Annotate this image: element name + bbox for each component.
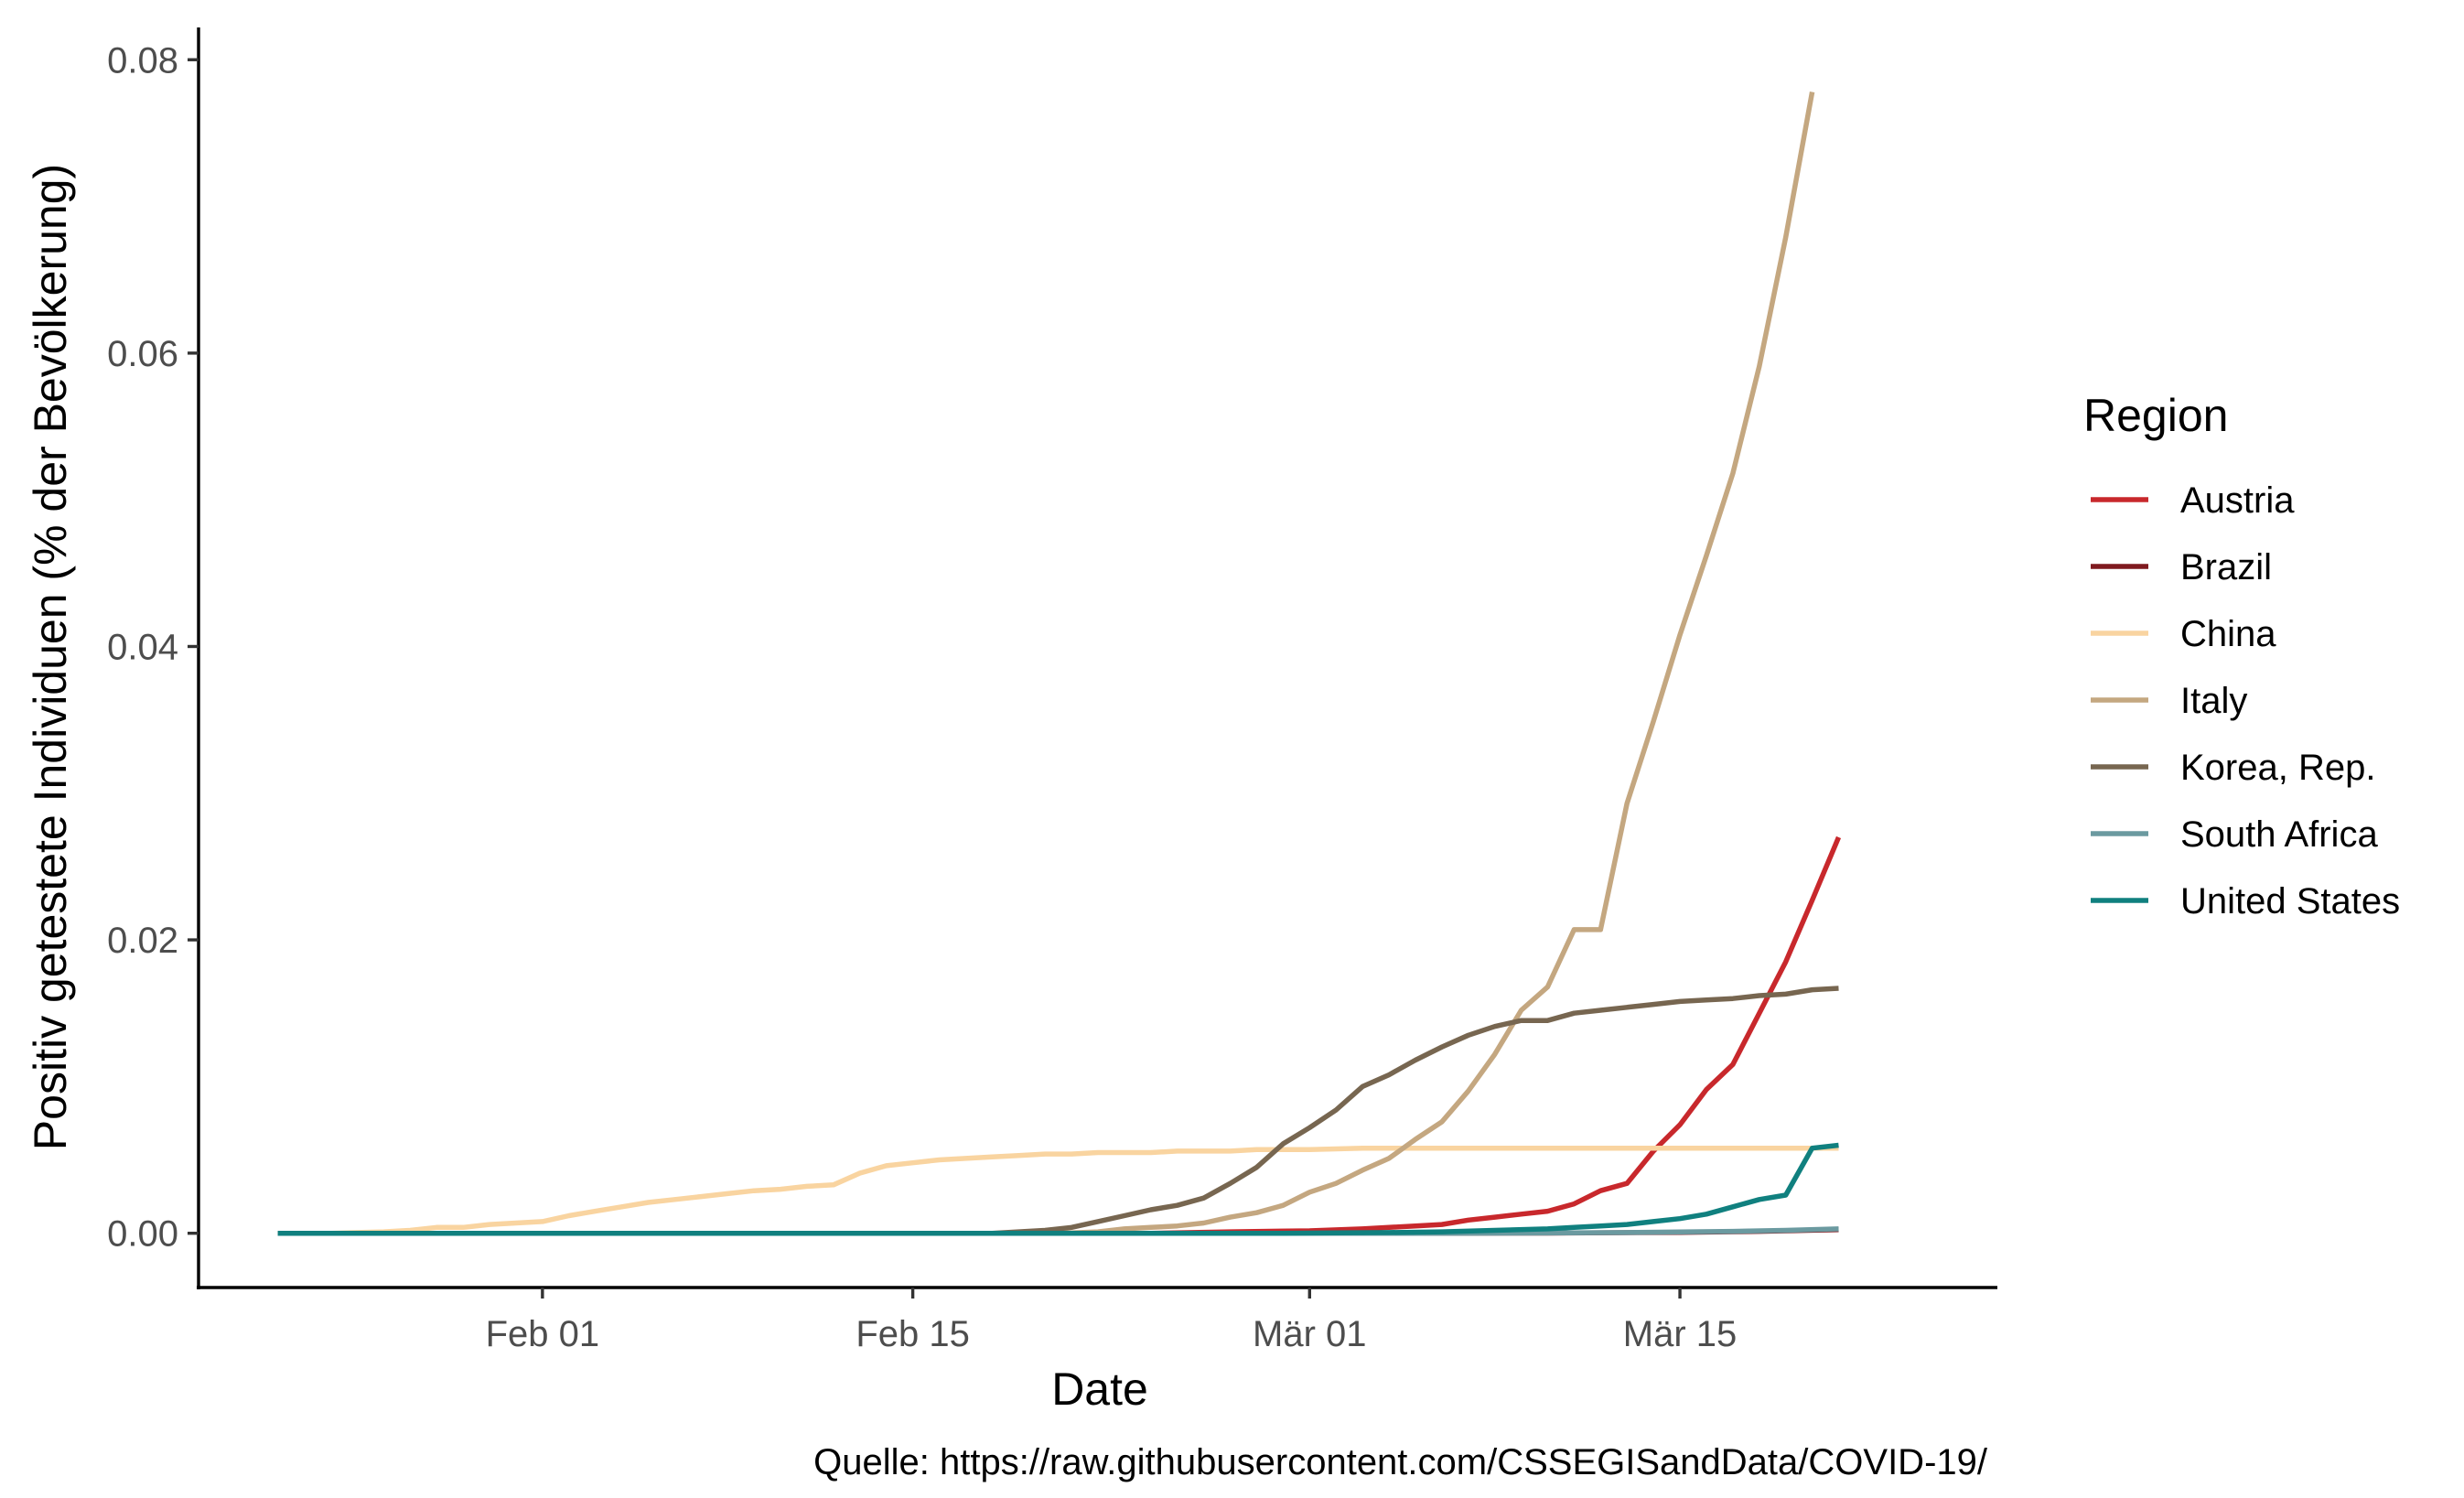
y-tick-label: 0.06	[107, 334, 178, 374]
x-axis-title: Date	[1051, 1363, 1148, 1415]
y-tick-label: 0.04	[107, 627, 178, 667]
y-axis-title: Positiv getestete Individuen (% der Bevö…	[25, 164, 76, 1150]
y-tick-label: 0.08	[107, 40, 178, 81]
legend: Region Austria Brazil China Italy Korea, Rep…	[2083, 390, 2400, 921]
legend-item-italy: Italy	[2091, 681, 2247, 721]
legend-item-brazil: Brazil	[2091, 547, 2272, 587]
source-caption: Quelle: https://raw.githubusercontent.co…	[813, 1442, 1988, 1482]
y-tick-label: 0.02	[107, 921, 178, 961]
legend-label: South Africa	[2180, 814, 2378, 855]
legend-item-united-states: United States	[2091, 881, 2400, 921]
x-tick-label: Mär 01	[1253, 1314, 1367, 1354]
x-tick-label: Feb 15	[855, 1314, 970, 1354]
legend-item-austria: Austria	[2091, 480, 2295, 521]
x-tick-label: Mär 15	[1623, 1314, 1738, 1354]
series-group	[277, 92, 1842, 1236]
series-line-united-states	[277, 1142, 1839, 1236]
plot-panel: 0.00 0.02 0.04 0.06 0.08 Feb 01 Feb 15 Mär 01 M…	[107, 27, 1997, 1354]
legend-item-china: China	[2091, 614, 2276, 654]
x-tick-label: Feb 01	[486, 1314, 600, 1354]
series-line-korea-rep	[277, 986, 1839, 1236]
legend-items: Austria Brazil China Italy Korea, Rep. South …	[2091, 480, 2400, 921]
series-line-austria	[277, 835, 1842, 1236]
y-tick-label: 0.00	[107, 1214, 178, 1255]
series-line-china	[277, 1145, 1839, 1236]
legend-title: Region	[2083, 390, 2228, 441]
y-axis-ticks: 0.00 0.02 0.04 0.06 0.08	[107, 40, 199, 1255]
legend-label: Austria	[2180, 480, 2295, 521]
legend-label: Korea, Rep.	[2180, 748, 2375, 788]
series-line-italy	[277, 92, 1815, 1236]
legend-label: Italy	[2180, 681, 2247, 721]
legend-label: United States	[2180, 881, 2400, 921]
legend-item-south-africa: South Africa	[2091, 814, 2378, 855]
legend-item-korea-rep: Korea, Rep.	[2091, 748, 2375, 788]
x-axis-ticks: Feb 01 Feb 15 Mär 01 Mär 15	[486, 1288, 1738, 1354]
legend-label: Brazil	[2180, 547, 2272, 587]
legend-label: China	[2180, 614, 2276, 654]
